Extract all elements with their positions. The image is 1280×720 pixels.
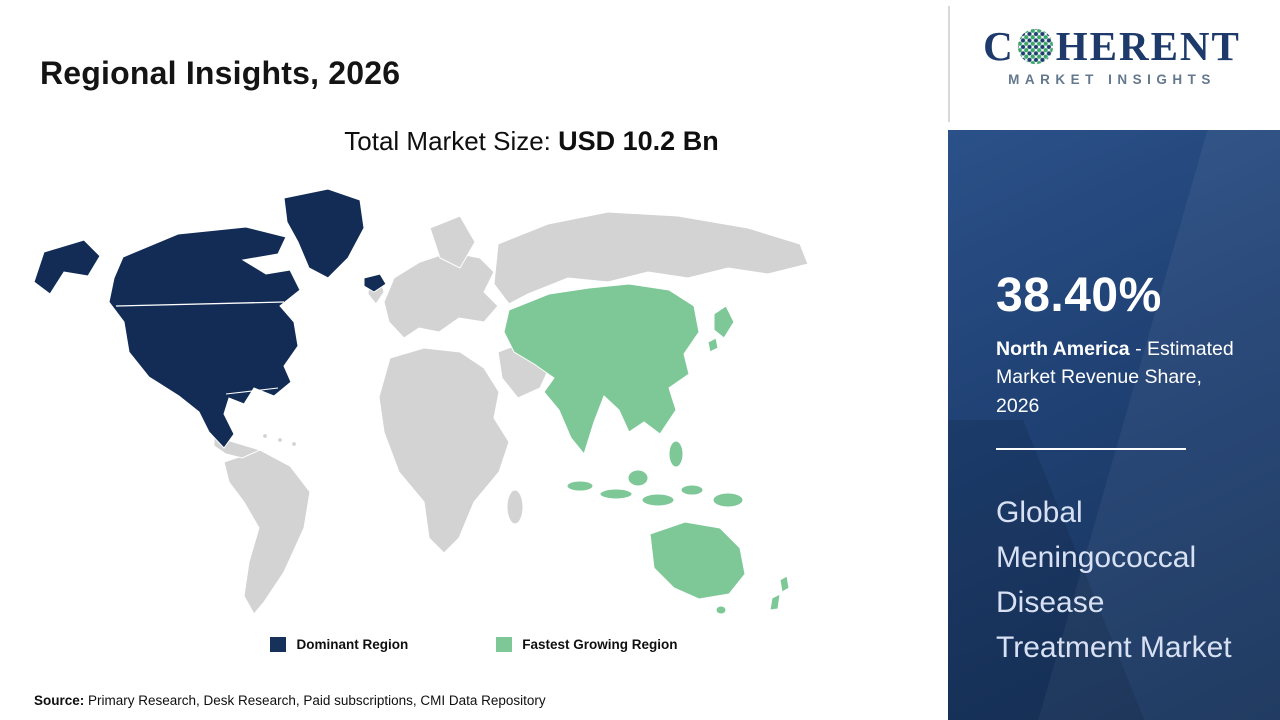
coherent-market-insights-logo: C HERENT MARKET INSIGHTS	[960, 26, 1264, 88]
source-label: Source:	[34, 693, 85, 708]
region-rest-of-world	[213, 211, 809, 615]
revenue-share-description: - Estimated Market Revenue Share, 2026	[996, 338, 1234, 417]
panel-divider	[996, 447, 1186, 450]
panel-content: 38.40% North America - Estimated Market …	[996, 268, 1240, 670]
region-asia-pacific	[503, 283, 790, 615]
revenue-share-region: North America	[996, 338, 1130, 360]
legend-label-dominant: Dominant Region	[296, 637, 409, 652]
source-text: Primary Research, Desk Research, Paid su…	[84, 693, 546, 708]
logo-letter-c: C	[983, 23, 1015, 69]
legend-item-fastest-growing: Fastest Growing Region	[496, 637, 678, 652]
highlight-panel: 38.40% North America - Estimated Market …	[948, 130, 1280, 720]
world-map	[28, 182, 820, 632]
source-note: Source: Primary Research, Desk Research,…	[34, 693, 546, 708]
total-market-size-value: USD 10.2 Bn	[558, 126, 719, 156]
legend-swatch-dominant	[270, 637, 287, 652]
revenue-share-value: 38.40%	[996, 269, 1162, 322]
legend-swatch-fastest-growing	[496, 637, 513, 652]
region-north-america	[33, 188, 387, 449]
logo-wordmark: C HERENT	[960, 26, 1264, 67]
logo-letters-rest: HERENT	[1055, 23, 1241, 69]
total-market-size: Total Market Size: USD 10.2 Bn	[0, 126, 948, 157]
page-title: Regional Insights, 2026	[40, 55, 401, 92]
total-market-size-label: Total Market Size:	[344, 126, 559, 156]
market-name: Global Meningococcal Disease Treatment M…	[996, 495, 1232, 664]
dotted-globe-icon	[1017, 28, 1053, 65]
legend-item-dominant: Dominant Region	[270, 637, 408, 652]
vertical-divider	[948, 6, 950, 122]
world-map-svg	[33, 188, 809, 615]
legend-label-fastest-growing: Fastest Growing Region	[522, 637, 678, 652]
map-legend: Dominant Region Fastest Growing Region	[0, 637, 948, 652]
revenue-share-caption: North America - Estimated Market Revenue…	[996, 335, 1240, 420]
logo-tagline: MARKET INSIGHTS	[1008, 72, 1216, 87]
